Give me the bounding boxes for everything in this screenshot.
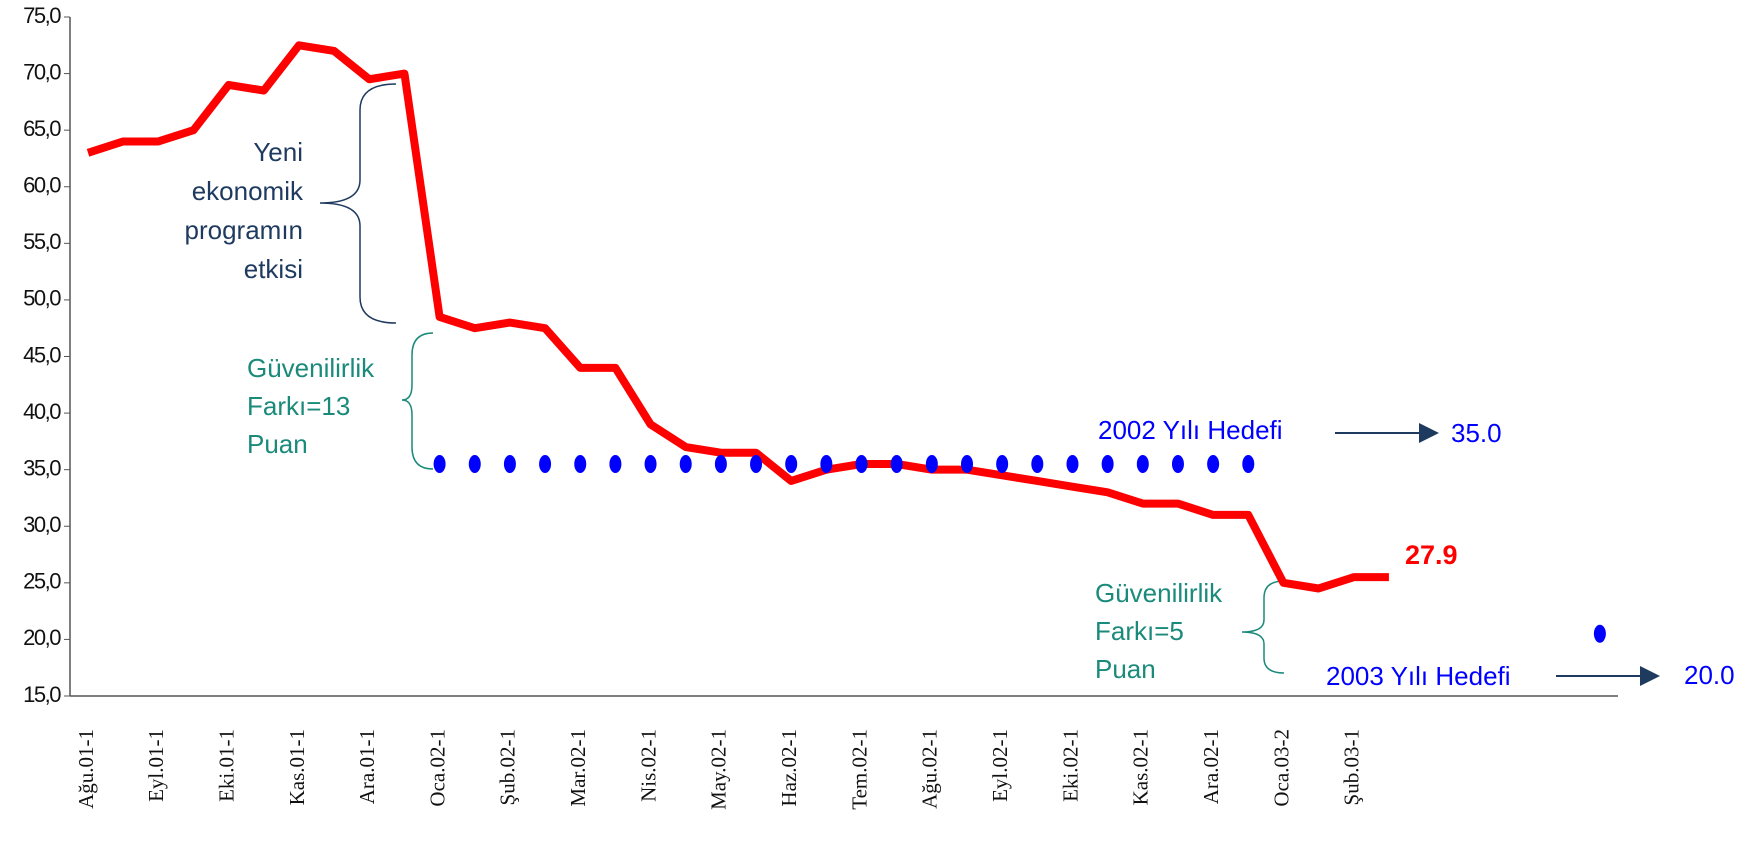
y-tick-label: 65,0 [23,116,61,141]
y-tick-label: 40,0 [23,399,61,424]
annotation: 2003 Yılı Hedefi [1326,661,1511,691]
x-tick-label: Ağu.01-1 [74,729,98,809]
target-dot [503,455,516,474]
target-dot [1031,455,1044,474]
target-dot [1136,455,1149,474]
y-tick-label: 55,0 [23,229,61,254]
target-dot [644,455,657,474]
target-dot [961,455,973,474]
x-tick-label: Eki.02-1 [1058,729,1082,802]
y-tick-label: 70,0 [23,59,61,84]
x-tick-label: Oca.03-2 [1269,729,1293,807]
target-dot [574,455,587,474]
brace [1241,580,1285,674]
target-dot [714,455,727,474]
target-dot [1101,455,1114,474]
annotation: programın [185,215,304,245]
target-dot [539,455,552,474]
annotation: Puan [247,429,308,459]
y-tick-label: 50,0 [23,286,61,311]
x-tick-label: Oca.02-1 [425,729,449,807]
target-dot [679,455,692,474]
annotation: Yeni [253,137,303,167]
target-dot [785,455,798,474]
y-tick-label: 45,0 [23,342,61,367]
annotation: 20.0 [1684,660,1735,690]
annotation: Güvenilirlik [1095,578,1223,608]
x-tick-label: Eki.01-1 [214,729,238,802]
annotation: Güvenilirlik [247,353,375,383]
target-dot [468,455,481,474]
x-tick-label: Ara.02-1 [1199,729,1223,804]
target-dot [820,455,833,474]
y-tick-label: 60,0 [23,173,61,198]
target-dot [855,455,868,474]
annotation: Puan [1095,654,1156,684]
annotation: 35.0 [1451,418,1502,448]
target-dot [750,455,763,474]
y-tick-label: 25,0 [23,569,61,594]
x-tick-label: Haz.02-1 [777,729,801,807]
y-tick-label: 20,0 [23,625,61,650]
target-dot [1171,455,1184,474]
x-tick-label: Nis.02-1 [636,729,660,802]
y-tick-label: 35,0 [23,455,61,480]
x-tick-label: May.02-1 [707,729,731,810]
target-dot [890,455,903,474]
annotation: ekonomik [192,176,304,206]
annotation: Farkı=13 [247,391,350,421]
brace [319,83,397,324]
annotation: 2002 Yılı Hedefi [1098,415,1283,445]
x-tick-label: Ağu.02-1 [918,729,942,809]
y-tick-label: 75,0 [23,3,61,28]
target-dot [433,455,446,474]
target-dot [925,455,938,474]
x-tick-label: Eyl.01-1 [144,729,168,802]
target-dot [1242,455,1255,474]
target-dot [996,455,1009,474]
target-dot [1066,455,1079,474]
y-tick-label: 15,0 [23,682,61,707]
line [86,41,1389,593]
x-tick-label: Eyl.02-1 [988,729,1012,802]
x-tick-label: Kas.02-1 [1129,729,1153,805]
brace [401,332,434,470]
x-tick-label: Ara.01-1 [355,729,379,804]
y-tick-label: 30,0 [23,512,61,537]
target-dot [609,455,622,474]
target-dot [1593,624,1606,643]
x-tick-label: Şub.03-1 [1340,729,1364,805]
annotation: Farkı=5 [1095,616,1184,646]
x-tick-label: Tem.02-1 [847,729,871,810]
x-tick-label: Şub.02-1 [496,729,520,805]
target-dot [1207,455,1220,474]
x-tick-label: Kas.01-1 [285,729,309,805]
annotation: etkisi [244,254,303,284]
x-tick-label: Mar.02-1 [566,729,590,807]
annotation: 27.9 [1405,540,1458,570]
